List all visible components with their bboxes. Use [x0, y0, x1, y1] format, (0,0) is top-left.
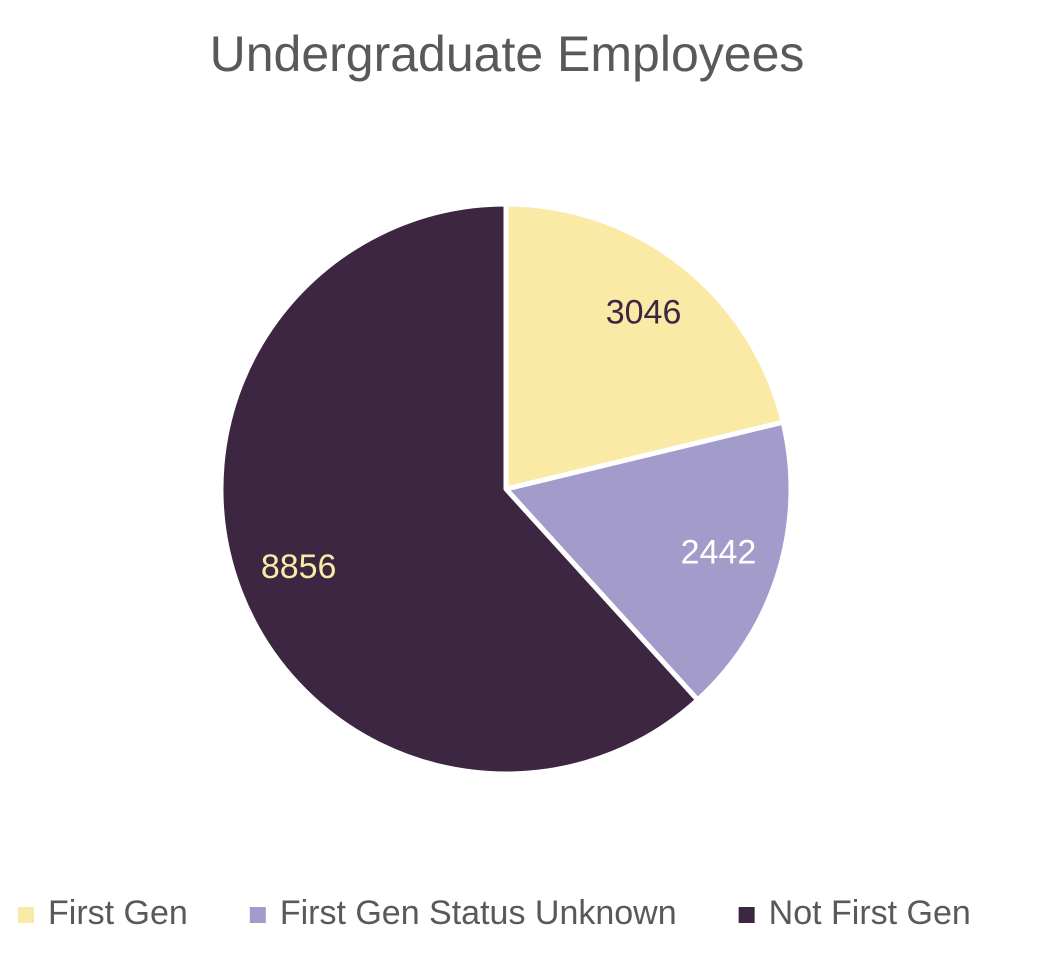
legend-swatch [738, 907, 755, 923]
pie-slice [218, 201, 701, 777]
data-label: 8856 [261, 548, 337, 586]
legend-label: First Gen [48, 894, 188, 932]
pie-slice [503, 201, 786, 492]
pie-slice [503, 419, 794, 703]
data-label: 2442 [681, 533, 757, 571]
legend-label: Not First Gen [769, 894, 971, 932]
data-label: 3046 [606, 293, 682, 331]
legend-swatch [18, 907, 34, 923]
chart-title: Undergraduate Employees [210, 26, 805, 82]
legend-label: First Gen Status Unknown [280, 894, 677, 932]
legend-swatch [249, 907, 266, 923]
